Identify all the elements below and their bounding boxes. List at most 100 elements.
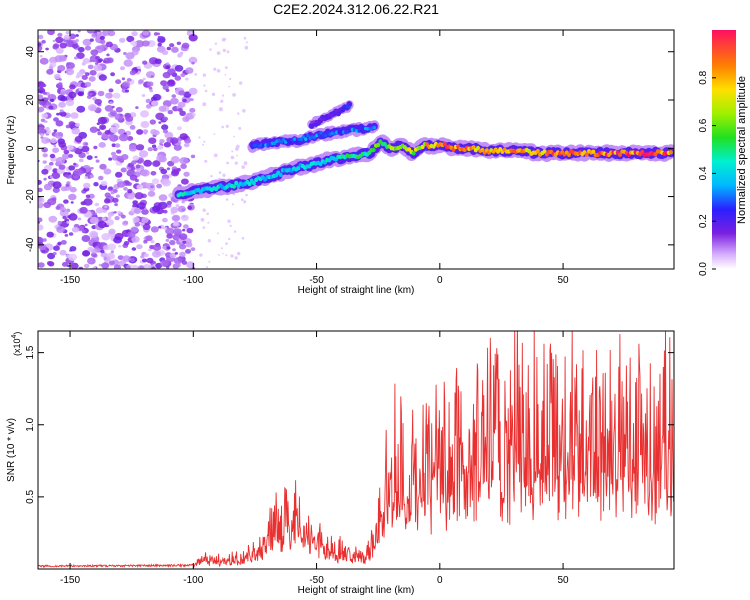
noise-cell: [90, 167, 94, 170]
spectrogram-y-axis-label: Frequency (Hz): [6, 116, 17, 185]
noise-cell: [67, 253, 78, 261]
noise-cell: [125, 52, 135, 60]
noise-cell: [165, 227, 175, 235]
noise-cell: [93, 182, 99, 187]
noise-speckle: [232, 93, 237, 97]
noise-cell: [104, 192, 111, 198]
noise-cell: [58, 111, 64, 116]
noise-cell: [101, 262, 110, 269]
noise-cell: [158, 156, 167, 163]
noise-cell: [166, 233, 173, 239]
noise-cell: [53, 144, 57, 148]
noise-cell: [152, 250, 161, 258]
noise-cell: [87, 104, 97, 112]
noise-cell: [94, 202, 100, 207]
main-ridge-cell: [535, 148, 540, 154]
noise-cell: [162, 100, 172, 108]
noise-cell: [72, 43, 79, 49]
noise-cell: [177, 101, 186, 108]
x-tick-label: -50: [309, 275, 324, 286]
noise-cell: [109, 101, 113, 105]
noise-cell: [190, 154, 196, 159]
noise-cell: [141, 40, 150, 47]
noise-cell: [58, 141, 67, 148]
main-ridge-cell: [542, 149, 547, 154]
noise-cell: [150, 129, 158, 135]
noise-speckle: [218, 254, 220, 256]
noise-cell: [55, 205, 61, 210]
noise-cell: [98, 263, 102, 267]
noise-cell: [181, 214, 189, 221]
upper-ridge-cell: [279, 140, 283, 144]
upper-ridge-cell: [270, 141, 274, 146]
noise-cell: [114, 203, 118, 207]
upper-ridge-cell: [313, 135, 317, 140]
noise-cell: [59, 42, 67, 49]
snr-series-line: [38, 331, 674, 569]
noise-cell: [59, 249, 67, 256]
upper-ridge-cell: [288, 140, 292, 145]
noise-cell: [39, 55, 43, 58]
noise-cell: [76, 52, 85, 59]
colorbar-tick-label: 0.2: [698, 214, 709, 228]
spectrogram-x-axis-label: Height of straight line (km): [298, 285, 415, 296]
noise-cell: [188, 56, 198, 64]
noise-speckle: [237, 112, 240, 115]
noise-cell: [112, 92, 121, 99]
noise-cell: [172, 228, 182, 236]
noise-cell: [84, 223, 88, 227]
noise-cell: [58, 78, 62, 81]
noise-cell: [75, 34, 79, 37]
noise-cell: [78, 87, 85, 92]
noise-cell: [134, 178, 139, 183]
noise-cell: [127, 136, 134, 141]
noise-cell: [185, 242, 193, 248]
x-tick-label: -150: [60, 275, 80, 286]
main-ridge-cell: [296, 166, 301, 171]
noise-cell: [136, 129, 144, 135]
noise-cell: [38, 45, 43, 52]
colorbar-label: Normalized spectral amplitude: [736, 76, 748, 224]
noise-cell: [155, 112, 165, 121]
noise-cell: [115, 106, 123, 113]
noise-cell: [111, 105, 115, 109]
noise-speckle: [218, 107, 223, 112]
upper-ridge-cell: [355, 129, 359, 133]
noise-cell: [169, 239, 176, 246]
noise-speckle: [222, 48, 226, 53]
noise-speckle: [226, 161, 230, 165]
noise-speckle: [210, 175, 213, 178]
faint-ridge-cell: [330, 114, 333, 118]
noise-cell: [77, 217, 82, 221]
noise-speckle: [213, 67, 217, 71]
noise-cell: [91, 252, 97, 258]
noise-speckle: [245, 41, 248, 44]
noise-cell: [169, 43, 175, 48]
noise-cell: [105, 41, 113, 48]
noise-cell: [158, 105, 167, 112]
main-ridge-cell: [471, 145, 476, 150]
noise-cell: [166, 46, 171, 51]
noise-cell: [138, 150, 149, 158]
faint-ridge-cell: [323, 118, 327, 122]
noise-cell: [101, 233, 111, 241]
noise-cell: [110, 72, 115, 77]
noise-cell: [41, 168, 49, 175]
noise-cell: [68, 153, 74, 158]
noise-cell: [121, 85, 127, 90]
noise-speckle: [209, 48, 212, 51]
noise-cell: [187, 205, 193, 210]
noise-speckle: [204, 89, 208, 93]
noise-cell: [74, 122, 81, 127]
noise-cell: [103, 168, 112, 175]
noise-cell: [158, 121, 162, 124]
noise-cell: [65, 40, 75, 48]
noise-cell: [158, 194, 168, 202]
y-tick-label: 40: [25, 46, 36, 58]
noise-cell: [38, 224, 44, 231]
upper-ridge-cell: [319, 130, 323, 135]
noise-cell: [110, 191, 115, 195]
noise-cell: [181, 178, 189, 185]
noise-cell: [84, 176, 88, 180]
noise-cell: [68, 232, 74, 236]
